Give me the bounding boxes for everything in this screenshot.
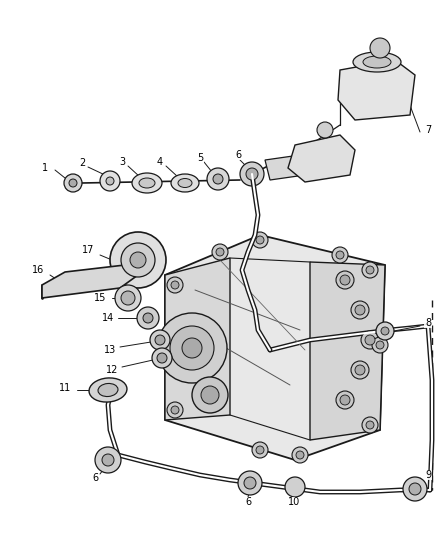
Circle shape [256,236,264,244]
Ellipse shape [171,174,199,192]
Circle shape [137,307,159,329]
Text: 2: 2 [79,158,85,168]
Ellipse shape [353,52,401,72]
Circle shape [336,251,344,259]
Circle shape [150,330,170,350]
Circle shape [238,471,262,495]
Circle shape [121,243,155,277]
Circle shape [182,338,202,358]
Circle shape [216,248,224,256]
Circle shape [171,281,179,289]
Circle shape [340,275,350,285]
Text: 6: 6 [235,150,241,160]
Circle shape [336,271,354,289]
Text: 6: 6 [245,497,251,507]
Circle shape [155,335,165,345]
Circle shape [143,313,153,323]
Polygon shape [165,235,385,460]
Circle shape [355,365,365,375]
Text: 7: 7 [425,125,431,135]
Text: 15: 15 [94,293,106,303]
Text: 5: 5 [197,153,203,163]
Circle shape [296,451,304,459]
Text: 16: 16 [32,265,44,275]
Text: 14: 14 [102,313,114,323]
Circle shape [167,277,183,293]
Circle shape [372,337,388,353]
Polygon shape [310,262,385,440]
Circle shape [192,377,228,413]
Circle shape [376,322,394,340]
Polygon shape [288,135,355,182]
Circle shape [332,247,348,263]
Circle shape [381,327,389,335]
Text: 12: 12 [106,365,118,375]
Text: 17: 17 [82,245,94,255]
Text: 10: 10 [288,497,300,507]
Circle shape [252,442,268,458]
Circle shape [351,361,369,379]
Ellipse shape [363,56,391,68]
Text: 11: 11 [59,383,71,393]
Text: 3: 3 [119,157,125,167]
Circle shape [95,447,121,473]
Circle shape [246,168,258,180]
Circle shape [292,447,308,463]
Circle shape [115,285,141,311]
Circle shape [362,262,378,278]
Ellipse shape [132,173,162,193]
Circle shape [317,122,333,138]
Circle shape [244,477,256,489]
Circle shape [403,477,427,501]
Circle shape [376,341,384,349]
Circle shape [256,446,264,454]
Text: 1: 1 [42,163,48,173]
Polygon shape [42,265,138,298]
Ellipse shape [98,383,118,397]
Circle shape [370,38,390,58]
Circle shape [355,305,365,315]
Circle shape [252,232,268,248]
Circle shape [121,291,135,305]
Circle shape [100,171,120,191]
Circle shape [366,421,374,429]
Circle shape [102,454,114,466]
Circle shape [130,252,146,268]
Circle shape [201,386,219,404]
Text: 13: 13 [104,345,116,355]
Circle shape [240,162,264,186]
Circle shape [409,483,421,495]
Circle shape [336,391,354,409]
Ellipse shape [178,179,192,188]
Circle shape [110,232,166,288]
Circle shape [361,331,379,349]
Circle shape [64,174,82,192]
Text: 8: 8 [425,318,431,328]
Polygon shape [165,258,230,420]
Ellipse shape [89,378,127,402]
Polygon shape [338,60,415,120]
Circle shape [157,313,227,383]
Circle shape [366,266,374,274]
Text: 4: 4 [157,157,163,167]
Circle shape [106,177,114,185]
Circle shape [365,335,375,345]
Circle shape [351,301,369,319]
Text: 9: 9 [425,470,431,480]
Circle shape [213,174,223,184]
Circle shape [340,395,350,405]
Circle shape [285,477,305,497]
Circle shape [170,326,214,370]
Text: 6: 6 [92,473,98,483]
Circle shape [362,417,378,433]
Circle shape [69,179,77,187]
Circle shape [157,353,167,363]
Circle shape [171,406,179,414]
Ellipse shape [139,178,155,188]
Circle shape [212,244,228,260]
Circle shape [152,348,172,368]
Circle shape [167,402,183,418]
Circle shape [207,168,229,190]
Polygon shape [265,155,305,180]
